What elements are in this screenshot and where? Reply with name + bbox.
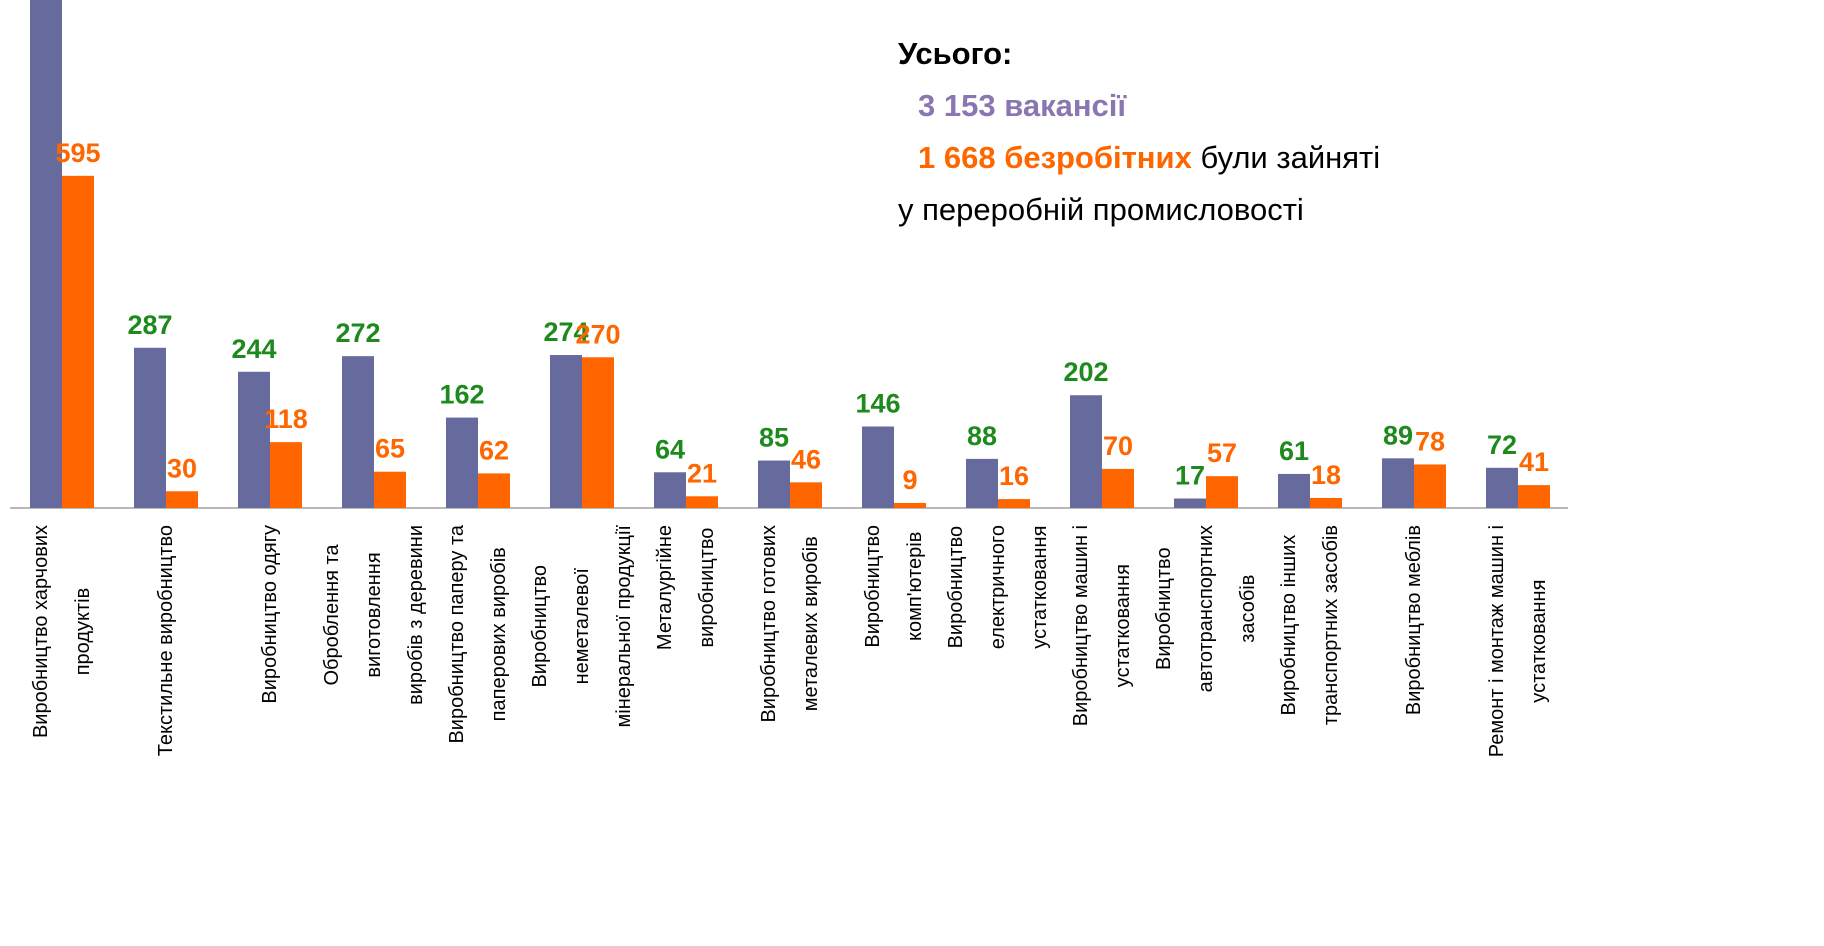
bar (238, 371, 270, 508)
bar (998, 499, 1030, 508)
bar (894, 502, 926, 508)
annotation-line: 3 153 вакансії (918, 88, 1127, 123)
data-label: 72 (1487, 430, 1517, 460)
x-tick-label: Текстильне виробництво (155, 525, 177, 757)
bar (30, 0, 62, 509)
annotation-heading: Усього: (898, 36, 1013, 71)
data-label: 61 (1279, 436, 1309, 466)
annotation-line: були зайняті (1200, 140, 1381, 175)
bar (374, 471, 406, 508)
data-label: 16 (999, 461, 1029, 491)
bar (1382, 458, 1414, 508)
data-label: 57 (1207, 438, 1237, 468)
data-label: 70 (1103, 431, 1133, 461)
data-label: 146 (855, 388, 900, 418)
data-label: 17 (1175, 461, 1205, 491)
data-label: 272 (335, 318, 380, 348)
bar (1486, 467, 1518, 508)
x-tick-label: Виробництво автотранспортних засобів (1153, 525, 1259, 693)
data-label: 118 (264, 404, 308, 434)
annotation-line: у переробній промисловості (898, 192, 1304, 227)
x-tick-label: Виробництво харчових продуктів (30, 525, 94, 739)
data-label: 9 (902, 465, 917, 495)
x-tick-label: Металургійне виробництво (654, 525, 718, 651)
x-tick-label: Виробництво одягу (259, 525, 281, 704)
data-label: 202 (1063, 357, 1108, 387)
bar (1310, 497, 1342, 508)
data-label: 78 (1415, 426, 1445, 456)
bar (1206, 476, 1238, 508)
data-label: 162 (439, 380, 484, 410)
bar (686, 496, 718, 508)
x-tick-label: Ремонт і монтаж машин і устатковання (1486, 525, 1550, 758)
bar (550, 355, 582, 508)
data-label: 89 (1383, 420, 1413, 450)
bar (966, 458, 998, 508)
x-tick-label: Оброблення та виготовлення виробів з дер… (321, 525, 427, 705)
data-label: 18 (1311, 460, 1341, 490)
bar (1102, 468, 1134, 508)
bar (62, 175, 94, 508)
bar (862, 426, 894, 508)
bar (166, 491, 198, 508)
bar (270, 442, 302, 508)
bar (1174, 498, 1206, 508)
x-tick-label: Виробництво неметалевої мінеральної прод… (529, 525, 635, 728)
data-label: 270 (575, 319, 620, 349)
data-label: 88 (967, 421, 997, 451)
bar (342, 356, 374, 508)
bar (758, 460, 790, 508)
data-label: 244 (231, 334, 276, 364)
data-label: 85 (759, 423, 789, 453)
data-label: 30 (167, 453, 197, 483)
bar (134, 347, 166, 508)
x-tick-label: Виробництво паперу та паперових виробів (446, 525, 510, 744)
data-label: 62 (479, 435, 509, 465)
data-label: 21 (687, 458, 717, 488)
bar (654, 472, 686, 508)
x-tick-label: Виробництво машин і устатковання (1070, 525, 1134, 727)
data-label: 41 (1519, 447, 1549, 477)
annotation-line: 1 668 безробітних (918, 140, 1192, 175)
data-label: 65 (375, 434, 405, 464)
data-label: 46 (791, 444, 821, 474)
bar (790, 482, 822, 508)
data-label: 287 (127, 310, 172, 340)
bar (1278, 473, 1310, 508)
bar (1070, 395, 1102, 508)
data-label: 64 (655, 434, 685, 464)
bar (1414, 464, 1446, 508)
bar (582, 357, 614, 508)
data-label: 595 (55, 138, 100, 168)
x-tick-label: Виробництво електричного устатковання (945, 525, 1051, 650)
bar (1518, 485, 1550, 508)
bar (446, 417, 478, 508)
x-tick-label: Виробництво інших транспортних засобів (1278, 525, 1342, 726)
data-label: 274 (543, 317, 588, 347)
annotation: Усього: 3 153 вакансії 1 668 безробітних… (898, 28, 1380, 236)
x-tick-label: Виробництво готових металевих виробів (758, 525, 822, 723)
bar (478, 473, 510, 508)
x-tick-label: Виробництво комп'ютерів (862, 525, 926, 648)
x-tick-label: Виробництво меблів (1403, 525, 1425, 716)
